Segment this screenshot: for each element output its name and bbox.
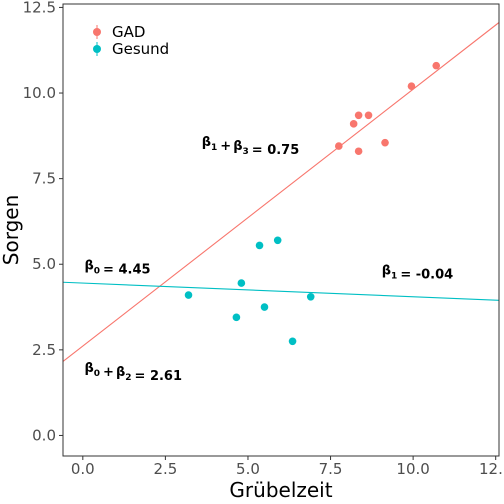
fit-lines [63, 22, 499, 362]
point-gesund [288, 337, 297, 346]
point-gad [432, 61, 441, 70]
x-tick-label: 5.0 [236, 460, 260, 478]
legend-key-point [93, 28, 101, 36]
x-axis-ticks: 0.0 2.5 5.0 7.5 10.0 12.5 [71, 456, 504, 478]
legend-label: Gesund [112, 40, 169, 58]
point-gesund [260, 303, 269, 311]
y-tick-label: 7.5 [32, 170, 56, 188]
legend-label: GAD [112, 23, 145, 41]
y-axis-ticks: 0.0 2.5 5.0 7.5 10.0 12.5 [23, 0, 63, 444]
x-axis-title: Grübelzeit [229, 478, 332, 502]
x-tick-label: 7.5 [319, 460, 343, 478]
annotation-b1b3: β1 + β3 = 0.75 [202, 135, 300, 158]
point-gesund [255, 241, 264, 250]
panel-border [62, 3, 500, 457]
point-gesund [306, 292, 315, 301]
point-gad [407, 82, 416, 90]
x-tick-label: 2.5 [153, 460, 177, 478]
legend-item-gad: GAD [93, 23, 145, 41]
point-gad [335, 142, 343, 150]
fit-line-gesund [63, 281, 499, 301]
y-tick-label: 10.0 [23, 84, 56, 102]
point-gesund [237, 279, 246, 287]
y-tick-label: 2.5 [32, 341, 56, 359]
point-gesund [184, 291, 193, 299]
point-gesund [273, 236, 282, 245]
point-gad [354, 111, 363, 120]
legend-key-point [93, 45, 101, 53]
y-tick-label: 0.0 [32, 426, 56, 444]
annotation-b0: β0 = 4.45 [84, 258, 150, 277]
y-axis-title: Sorgen [0, 195, 23, 265]
x-tick-label: 0.0 [71, 460, 95, 478]
point-gad [349, 120, 358, 128]
point-gad [354, 147, 363, 156]
point-gesund [232, 313, 241, 322]
x-tick-label: 12.5 [479, 460, 504, 478]
coefficient-annotations: β1 + β3 = 0.75 β0 = 4.45 β1 = -0.04 β0 + β2 = 2.61 [84, 135, 453, 384]
fit-line-gad [63, 22, 499, 362]
data-points [184, 61, 441, 346]
annotation-b0b2: β0 + β2 = 2.61 [84, 361, 182, 384]
point-gad [364, 111, 373, 120]
y-tick-label: 12.5 [23, 0, 56, 16]
point-gad [381, 138, 389, 147]
x-tick-label: 10.0 [396, 460, 429, 478]
legend-item-gesund: Gesund [93, 40, 169, 58]
annotation-b1: β1 = -0.04 [382, 264, 453, 283]
y-tick-label: 5.0 [32, 255, 56, 273]
